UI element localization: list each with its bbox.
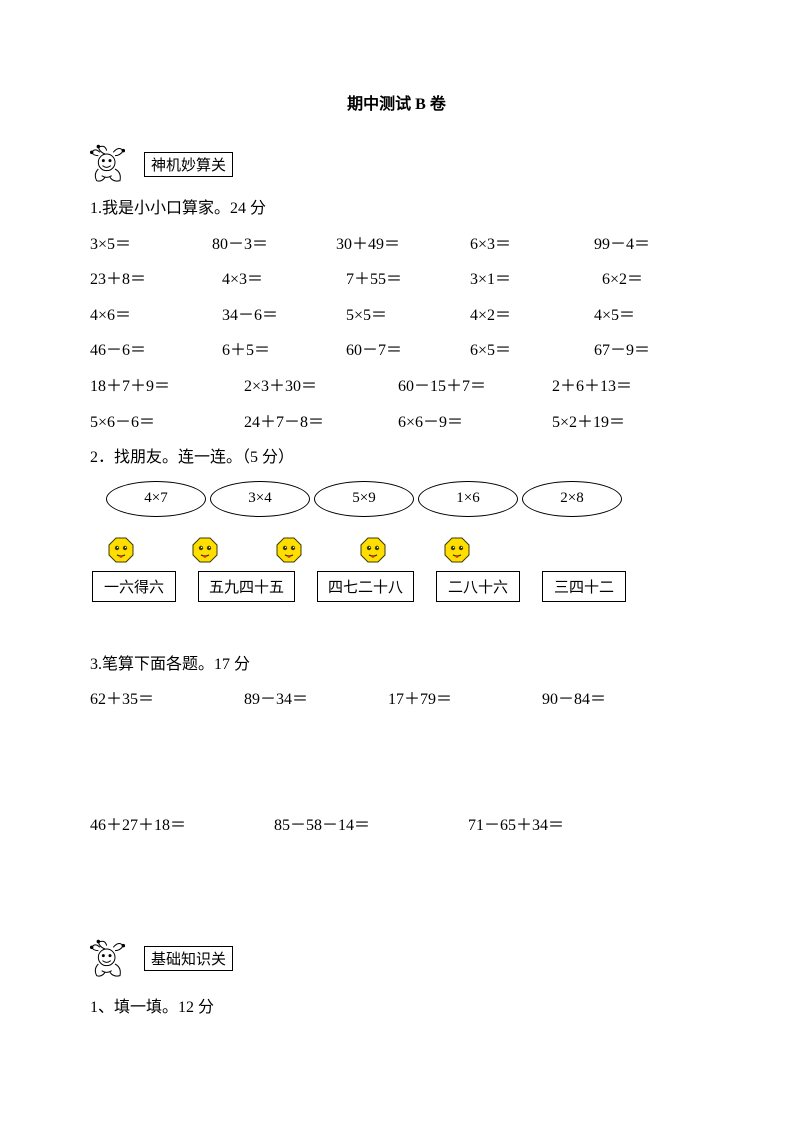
q3-row-2: 46＋27＋18＝ 85－58－14＝ 71－65＋34＝ [90, 813, 703, 839]
jester-icon [90, 144, 140, 184]
q1-title: 1.我是小小口算家。24 分 [90, 196, 703, 222]
ovals-row: 4×7 3×4 5×9 1×6 2×8 [106, 481, 703, 517]
equation: 99－4＝ [594, 232, 650, 258]
equation: 7＋55＝ [346, 267, 466, 293]
equation: 6×3＝ [470, 232, 590, 258]
equation: 24＋7－8＝ [244, 410, 394, 436]
q1-row-2: 23＋8＝ 4×3＝ 7＋55＝ 3×1＝ 6×2＝ [90, 267, 703, 293]
equation: 5×6－6＝ [90, 410, 240, 436]
equation: 4×5＝ [594, 303, 635, 329]
answer-box: 三四十二 [542, 571, 626, 602]
equation: 46＋27＋18＝ [90, 813, 270, 839]
equation: 60－15＋7＝ [398, 374, 548, 400]
q2-title: 2．找朋友。连一连。（5 分） [90, 445, 703, 471]
q3-title: 3.笔算下面各题。17 分 [90, 652, 703, 678]
smileys-row [108, 537, 703, 563]
q3-row-1: 62＋35＝ 89－34＝ 17＋79＝ 90－84＝ [90, 687, 703, 713]
q1-row-1: 3×5＝ 80－3＝ 30＋49＝ 6×3＝ 99－4＝ [90, 232, 703, 258]
equation: 18＋7＋9＝ [90, 374, 240, 400]
equation: 67－9＝ [594, 338, 650, 364]
answer-box: 五九四十五 [198, 571, 295, 602]
equation: 5×2＋19＝ [552, 410, 625, 436]
oval-item: 1×6 [418, 481, 518, 517]
section-header-1: 神机妙算关 [90, 144, 703, 184]
answer-box: 二八十六 [436, 571, 520, 602]
page-title: 期中测试 B 卷 [90, 90, 703, 114]
jester-icon [90, 939, 140, 979]
q1-row-3: 4×6＝ 34－6＝ 5×5＝ 4×2＝ 4×5＝ [90, 303, 703, 329]
section-1-label: 神机妙算关 [144, 152, 233, 177]
equation: 2×3＋30＝ [244, 374, 394, 400]
equation: 6×2＝ [602, 267, 643, 293]
q4-title: 1、填一填。12 分 [90, 995, 703, 1021]
q1-row-4: 46－6＝ 6＋5＝ 60－7＝ 6×5＝ 67－9＝ [90, 338, 703, 364]
smiley-icon [192, 537, 218, 563]
oval-item: 4×7 [106, 481, 206, 517]
equation: 5×5＝ [346, 303, 466, 329]
section-2-label: 基础知识关 [144, 946, 233, 971]
equation: 30＋49＝ [336, 232, 466, 258]
equation: 60－7＝ [346, 338, 466, 364]
oval-item: 5×9 [314, 481, 414, 517]
equation: 6×6－9＝ [398, 410, 548, 436]
equation: 34－6＝ [222, 303, 342, 329]
equation: 85－58－14＝ [274, 813, 464, 839]
boxes-row: 一六得六 五九四十五 四七二十八 二八十六 三四十二 [92, 571, 703, 602]
equation: 4×6＝ [90, 303, 218, 329]
equation: 89－34＝ [244, 687, 384, 713]
q1-row-5: 18＋7＋9＝ 2×3＋30＝ 60－15＋7＝ 2＋6＋13＝ [90, 374, 703, 400]
equation: 17＋79＝ [388, 687, 538, 713]
equation: 3×5＝ [90, 232, 208, 258]
smiley-icon [360, 537, 386, 563]
equation: 71－65＋34＝ [468, 813, 564, 839]
oval-item: 3×4 [210, 481, 310, 517]
equation: 90－84＝ [542, 687, 606, 713]
oval-item: 2×8 [522, 481, 622, 517]
q1-row-6: 5×6－6＝ 24＋7－8＝ 6×6－9＝ 5×2＋19＝ [90, 410, 703, 436]
equation: 6＋5＝ [222, 338, 342, 364]
equation: 23＋8＝ [90, 267, 218, 293]
answer-box: 一六得六 [92, 571, 176, 602]
equation: 46－6＝ [90, 338, 218, 364]
equation: 80－3＝ [212, 232, 332, 258]
smiley-icon [444, 537, 470, 563]
equation: 2＋6＋13＝ [552, 374, 632, 400]
equation: 4×3＝ [222, 267, 342, 293]
section-header-2: 基础知识关 [90, 939, 703, 979]
answer-box: 四七二十八 [317, 571, 414, 602]
smiley-icon [108, 537, 134, 563]
equation: 3×1＝ [470, 267, 598, 293]
equation: 6×5＝ [470, 338, 590, 364]
smiley-icon [276, 537, 302, 563]
equation: 4×2＝ [470, 303, 590, 329]
equation: 62＋35＝ [90, 687, 240, 713]
